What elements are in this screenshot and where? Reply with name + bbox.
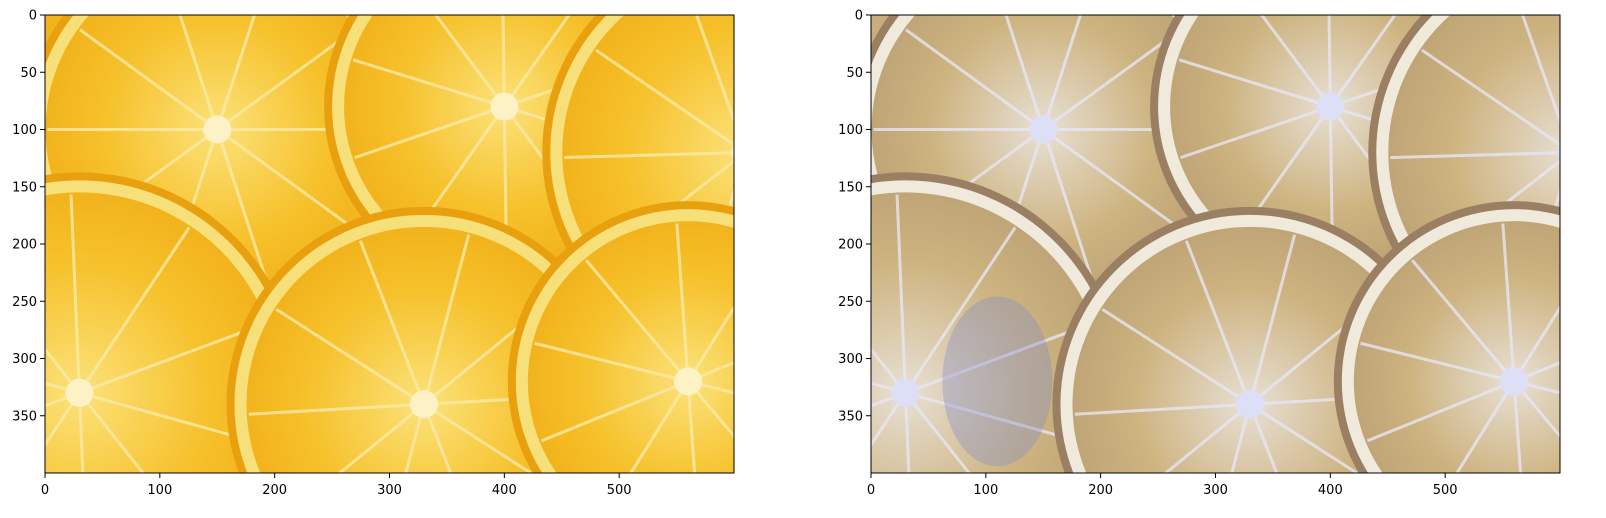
y-tick-label: 100 bbox=[838, 123, 863, 138]
panel-original: 0 100 200 300 400 500 0 50 100 150 200 250 300 350 bbox=[12, 9, 735, 499]
y-tick-label: 200 bbox=[838, 238, 863, 253]
y-tick-label: 200 bbox=[12, 238, 37, 253]
axis-ticks: 0 100 200 300 400 500 0 50 100 150 200 250 300 350 bbox=[838, 9, 1457, 499]
orange-slice bbox=[871, 172, 1126, 473]
y-tick-label: 300 bbox=[838, 352, 863, 367]
color-artifact-region bbox=[942, 296, 1053, 467]
y-tick-label: 350 bbox=[12, 409, 37, 424]
y-tick-label: 0 bbox=[29, 9, 37, 24]
y-tick-label: 250 bbox=[838, 295, 863, 310]
x-tick-label: 0 bbox=[867, 483, 875, 498]
y-tick-label: 150 bbox=[12, 180, 37, 195]
x-tick-label: 200 bbox=[1088, 483, 1113, 498]
y-tick-label: 50 bbox=[20, 66, 37, 81]
x-tick-label: 100 bbox=[147, 483, 172, 498]
x-tick-label: 400 bbox=[1318, 483, 1343, 498]
y-tick-label: 150 bbox=[838, 180, 863, 195]
y-tick-label: 100 bbox=[12, 123, 37, 138]
x-tick-label: 500 bbox=[1433, 483, 1458, 498]
orange-slice bbox=[507, 201, 734, 473]
x-tick-label: 400 bbox=[492, 483, 517, 498]
y-tick-label: 250 bbox=[12, 295, 37, 310]
y-tick-label: 350 bbox=[838, 409, 863, 424]
y-tick-label: 0 bbox=[855, 9, 863, 24]
axis-ticks: 0 100 200 300 400 500 0 50 100 150 200 250 300 350 bbox=[12, 9, 631, 499]
y-tick-label: 50 bbox=[846, 66, 863, 81]
orange-slices-image bbox=[45, 15, 734, 473]
panel-processed: 0 100 200 300 400 500 0 50 100 150 200 250 300 350 bbox=[838, 9, 1561, 499]
orange-slice bbox=[1333, 201, 1560, 473]
x-tick-label: 200 bbox=[262, 483, 287, 498]
processed-orange-slices-image bbox=[871, 15, 1560, 473]
x-tick-label: 500 bbox=[607, 483, 632, 498]
y-tick-label: 300 bbox=[12, 352, 37, 367]
x-tick-label: 100 bbox=[973, 483, 998, 498]
x-tick-label: 0 bbox=[41, 483, 49, 498]
x-tick-label: 300 bbox=[377, 483, 402, 498]
x-tick-label: 300 bbox=[1203, 483, 1228, 498]
